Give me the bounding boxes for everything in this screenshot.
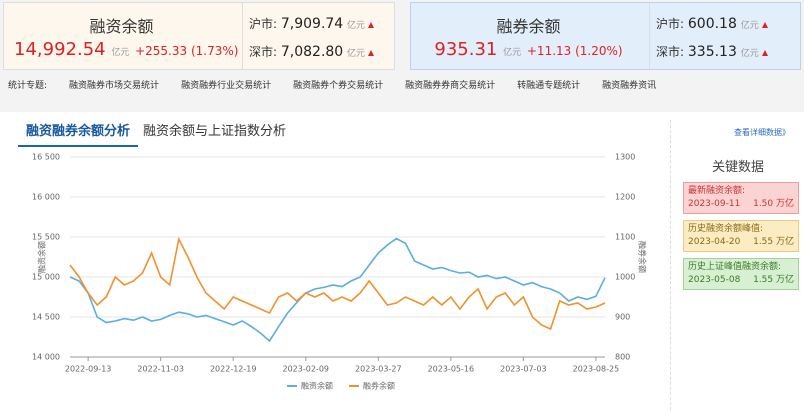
y2-tick-label: 1300 <box>615 153 635 162</box>
x-tick-label: 2023-07-03 <box>500 365 547 374</box>
key-label: 历史上证峰值融资余额: <box>688 262 782 272</box>
key-title: 关键数据 <box>711 160 764 175</box>
key-label: 历史融资余额峰值: <box>688 224 764 234</box>
y2-tick-label: 800 <box>615 353 630 362</box>
y-axis-title: 融资余额 <box>37 241 47 273</box>
value: 14,992.54 <box>14 39 106 60</box>
key-item: 历史融资余额峰值: 2023-04-20 1.55 万亿 <box>683 220 799 252</box>
market-value: 600.18 <box>687 16 737 32</box>
y-tick-label: 14 000 <box>32 353 60 362</box>
x-tick-label: 2023-03-27 <box>355 365 402 374</box>
y2-tick-label: 1000 <box>615 273 635 282</box>
chart: 14 000 14 500 15 000 15 500 16 000 16 500 800 9… <box>32 153 648 391</box>
y-tick-label: 16 500 <box>32 153 60 162</box>
key-date: 2023-04-20 <box>688 237 741 247</box>
unit: 亿元 <box>740 49 759 59</box>
key-date: 2023-05-08 <box>688 275 741 285</box>
up-arrow <box>761 22 768 28</box>
legend-label: 融券余额 <box>363 381 395 391</box>
y2-axis-title: 融券余额 <box>638 241 648 273</box>
x-tick-label: 2022-12-19 <box>210 365 257 374</box>
change: +255.33 (1.73%) <box>135 44 239 58</box>
summary-panel: 融资余额 14,992.54 亿元 +255.33 (1.73%) 沪市: 7,90… <box>3 2 395 70</box>
key-data: 关键数据最新融资余额: 2023-09-11 1.50 万亿历史融资余额峰值: 202… <box>670 120 804 410</box>
market-value: 7,909.74 <box>280 16 344 32</box>
unit: 亿元 <box>347 21 366 31</box>
y-tick-label: 16 000 <box>32 193 60 202</box>
summary-panel: 融券余额 935.31 亿元 +11.13 (1.20%) 沪市: 600.18 亿… <box>410 2 801 70</box>
nav-label: 统计专题: <box>8 81 48 91</box>
x-tick-label: 2023-02-09 <box>283 365 330 374</box>
x-tick-label: 2023-08-25 <box>573 365 620 374</box>
up-arrow <box>761 50 768 56</box>
detail-link[interactable]: 查看详细数据》 <box>734 128 790 137</box>
market: 沪市: 600.18 亿元 <box>656 15 768 32</box>
y-tick-label: 15 000 <box>32 273 60 282</box>
y2-tick-label: 1200 <box>615 193 635 202</box>
key-value: 1.50 万亿 <box>753 199 794 209</box>
key-date: 2023-09-11 <box>688 199 741 209</box>
market-label: 沪市: <box>656 17 685 31</box>
panel-value: 14,992.54 亿元 +255.33 (1.73%) <box>14 39 238 60</box>
y-tick-label: 15 500 <box>32 233 60 242</box>
market-value: 335.13 <box>687 44 737 60</box>
up-arrow <box>368 22 375 28</box>
key-item: 历史上证峰值融资余额: 2023-05-08 1.55 万亿 <box>683 258 799 290</box>
unit: 亿元 <box>740 21 759 31</box>
y2-tick-label: 1100 <box>615 233 635 242</box>
tab[interactable]: 融资融券余额分析 <box>18 120 139 147</box>
unit: 亿元 <box>111 48 130 58</box>
x-tick-label: 2022-11-03 <box>137 365 184 374</box>
y2-tick-label: 900 <box>615 313 630 322</box>
market-value: 7,082.80 <box>280 44 344 60</box>
series-line <box>69 236 606 331</box>
nav-link[interactable]: 融资融券行业交易统计 <box>181 81 272 91</box>
key-row: 2023-04-20 1.55 万亿 <box>688 236 794 249</box>
key-value: 1.55 万亿 <box>753 237 794 247</box>
market: 沪市: 7,909.74 亿元 <box>249 15 375 32</box>
market-label: 沪市: <box>249 17 278 31</box>
series-line <box>69 237 606 343</box>
nav-link[interactable]: 融资融券个券交易统计 <box>293 81 384 91</box>
divider <box>242 3 243 69</box>
panel-title: 融券余额 <box>496 17 561 36</box>
nav: 统计专题: 融资融券市场交易统计 融资融券行业交易统计 融资融券个券交易统计 融资融券券… <box>8 78 678 91</box>
x-tick-label: 2023-05-16 <box>428 365 475 374</box>
market-label: 深市: <box>249 45 278 59</box>
unit: 亿元 <box>503 48 522 58</box>
x-tick-label: 2022-09-13 <box>65 365 112 374</box>
change: +11.13 (1.20%) <box>526 44 623 58</box>
panel-title: 融资余额 <box>89 17 154 36</box>
value: 935.31 <box>434 39 498 60</box>
market: 深市: 335.13 亿元 <box>656 43 768 60</box>
market: 深市: 7,082.80 亿元 <box>249 43 375 60</box>
key-label: 最新融资余额: <box>688 186 746 196</box>
key-value: 1.55 万亿 <box>753 275 794 285</box>
nav-link[interactable]: 融资融券券商交易统计 <box>405 81 496 91</box>
nav-link[interactable]: 融资融券资讯 <box>602 81 657 91</box>
key-item: 最新融资余额: 2023-09-11 1.50 万亿 <box>683 182 799 214</box>
y-tick-label: 14 500 <box>32 313 60 322</box>
nav-link[interactable]: 转融通专题统计 <box>517 81 581 91</box>
key-row: 2023-05-08 1.55 万亿 <box>688 274 794 287</box>
panel-value: 935.31 亿元 +11.13 (1.20%) <box>411 39 646 60</box>
up-arrow <box>368 50 375 56</box>
nav-link[interactable]: 融资融券市场交易统计 <box>69 81 160 91</box>
market-label: 深市: <box>656 45 685 59</box>
legend-label: 融资余额 <box>301 381 333 391</box>
key-row: 2023-09-11 1.50 万亿 <box>688 198 794 211</box>
tab[interactable]: 融资余额与上证指数分析 <box>143 124 287 139</box>
unit: 亿元 <box>347 49 366 59</box>
divider <box>649 3 650 69</box>
